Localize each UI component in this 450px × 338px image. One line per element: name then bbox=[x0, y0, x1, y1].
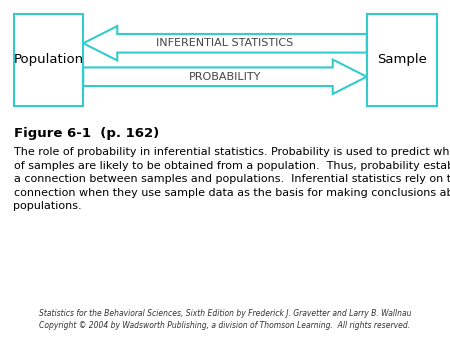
Text: Statistics for the Behavioral Sciences, Sixth Edition by Frederick J. Gravetter : Statistics for the Behavioral Sciences, … bbox=[39, 309, 411, 330]
Polygon shape bbox=[83, 59, 367, 94]
Bar bbox=[367, 14, 436, 106]
Polygon shape bbox=[83, 26, 367, 61]
Text: INFERENTIAL STATISTICS: INFERENTIAL STATISTICS bbox=[157, 38, 293, 48]
Bar bbox=[14, 14, 83, 106]
Text: Figure 6-1  (p. 162): Figure 6-1 (p. 162) bbox=[14, 127, 159, 140]
Text: PROBABILITY: PROBABILITY bbox=[189, 72, 261, 82]
Text: Sample: Sample bbox=[377, 53, 427, 67]
Text: The role of probability in inferential statistics. Probability is used to predic: The role of probability in inferential s… bbox=[14, 147, 450, 212]
Text: Population: Population bbox=[14, 53, 83, 67]
